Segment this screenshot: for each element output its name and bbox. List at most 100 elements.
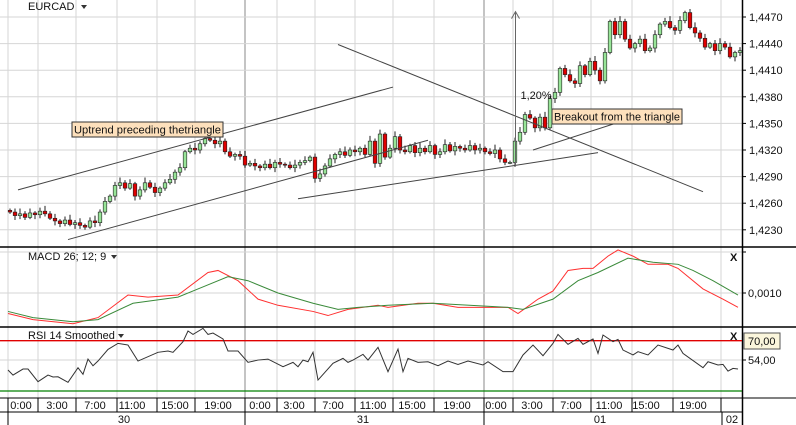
candle-body (712, 43, 718, 51)
candle-body (592, 61, 598, 71)
candle-body (52, 217, 58, 222)
candle-up (607, 19, 613, 55)
candle-body (277, 162, 283, 165)
candle-body (632, 43, 638, 49)
candle-body (337, 151, 343, 155)
rsi-line (7, 327, 739, 383)
candle-body (197, 143, 203, 151)
chevron-down-icon[interactable] (118, 334, 124, 338)
macd-title[interactable]: MACD 26; 12; 9 (28, 251, 106, 263)
candle-up (272, 159, 278, 173)
candle-down (22, 211, 28, 221)
candle-body (257, 165, 263, 169)
candle-body (87, 220, 93, 228)
macd-close-icon[interactable]: X (730, 252, 738, 264)
chevron-down-icon[interactable] (81, 5, 87, 9)
candle-down (352, 145, 358, 157)
candle-up (492, 144, 498, 158)
candle-up (162, 179, 168, 191)
candle-body (577, 65, 583, 84)
macd-tick-label: 0,0010 (748, 288, 782, 300)
candle-down (67, 214, 73, 227)
candle-down (592, 56, 598, 75)
candle-body (297, 162, 303, 166)
candle-body (457, 146, 463, 149)
candle-body (332, 154, 338, 160)
candle-body (417, 147, 423, 153)
candle-body (242, 155, 248, 166)
candle-body (112, 185, 118, 197)
candle-body (737, 50, 743, 53)
candle-up (732, 50, 738, 62)
candle-down (77, 218, 83, 229)
hour-label: 19:00 (679, 400, 707, 412)
candle-body (142, 182, 148, 191)
candle-up (187, 144, 193, 154)
candle-up (367, 135, 373, 157)
candle-up (517, 126, 523, 145)
candle-body (597, 69, 603, 82)
candle-down (572, 78, 578, 88)
candle-body (582, 65, 588, 75)
rsi-title[interactable]: RSI 14 Smoothed (28, 330, 115, 342)
candle-up (172, 169, 178, 184)
candle-body (697, 32, 703, 39)
candle-body (427, 145, 433, 153)
symbol-title[interactable]: EURCAD (28, 1, 75, 13)
candle-up (682, 10, 688, 24)
candle-body (132, 183, 138, 197)
candle-up (557, 66, 563, 96)
hour-label: 11:00 (360, 400, 387, 412)
candle-up (552, 87, 558, 104)
candle-up (177, 163, 183, 176)
candle-down (672, 24, 678, 35)
candle-body (12, 211, 18, 216)
candle-up (292, 159, 298, 173)
rsi-close-icon[interactable]: X (730, 331, 738, 343)
candle-body (387, 147, 393, 158)
candle-down (422, 145, 428, 155)
candle-up (522, 111, 528, 135)
candle-body (517, 131, 523, 142)
trendline-uptrend-upper (17, 86, 394, 191)
candle-body (342, 151, 348, 156)
price-tick-label: 1,4410 (749, 65, 783, 77)
candle-up (127, 179, 133, 190)
candle-body (352, 149, 358, 153)
candle-down (612, 17, 618, 40)
candle-down (362, 144, 368, 158)
rsi-tick-label: 70,00 (748, 336, 776, 348)
candle-up (652, 30, 658, 53)
candle-body (502, 158, 508, 163)
candle-down (447, 142, 453, 153)
candle-up (477, 143, 483, 154)
candle-down (277, 157, 283, 168)
candle-down (667, 16, 673, 30)
candle-up (632, 41, 638, 53)
candle-body (267, 163, 273, 169)
chevron-down-icon[interactable] (111, 255, 117, 259)
candle-body (252, 163, 258, 167)
candle-up (102, 196, 108, 215)
candle-down (457, 144, 463, 152)
candle-down (212, 136, 218, 149)
candle-body (322, 165, 328, 175)
candle-down (702, 33, 708, 50)
candle-body (727, 46, 733, 58)
candle-up (332, 152, 338, 164)
candle-body (557, 68, 563, 93)
candle-up (317, 168, 323, 182)
candle-body (442, 144, 448, 153)
candle-down (562, 64, 568, 78)
candle-down (527, 110, 533, 120)
candle-up (437, 148, 443, 158)
candle-body (282, 163, 288, 166)
hour-label: 15:00 (632, 400, 660, 412)
hour-label: 19:00 (204, 400, 232, 412)
candle-down (622, 18, 628, 42)
candle-body (497, 149, 503, 160)
candle-up (297, 159, 303, 169)
candle-down (687, 9, 693, 30)
candle-body (37, 210, 43, 216)
